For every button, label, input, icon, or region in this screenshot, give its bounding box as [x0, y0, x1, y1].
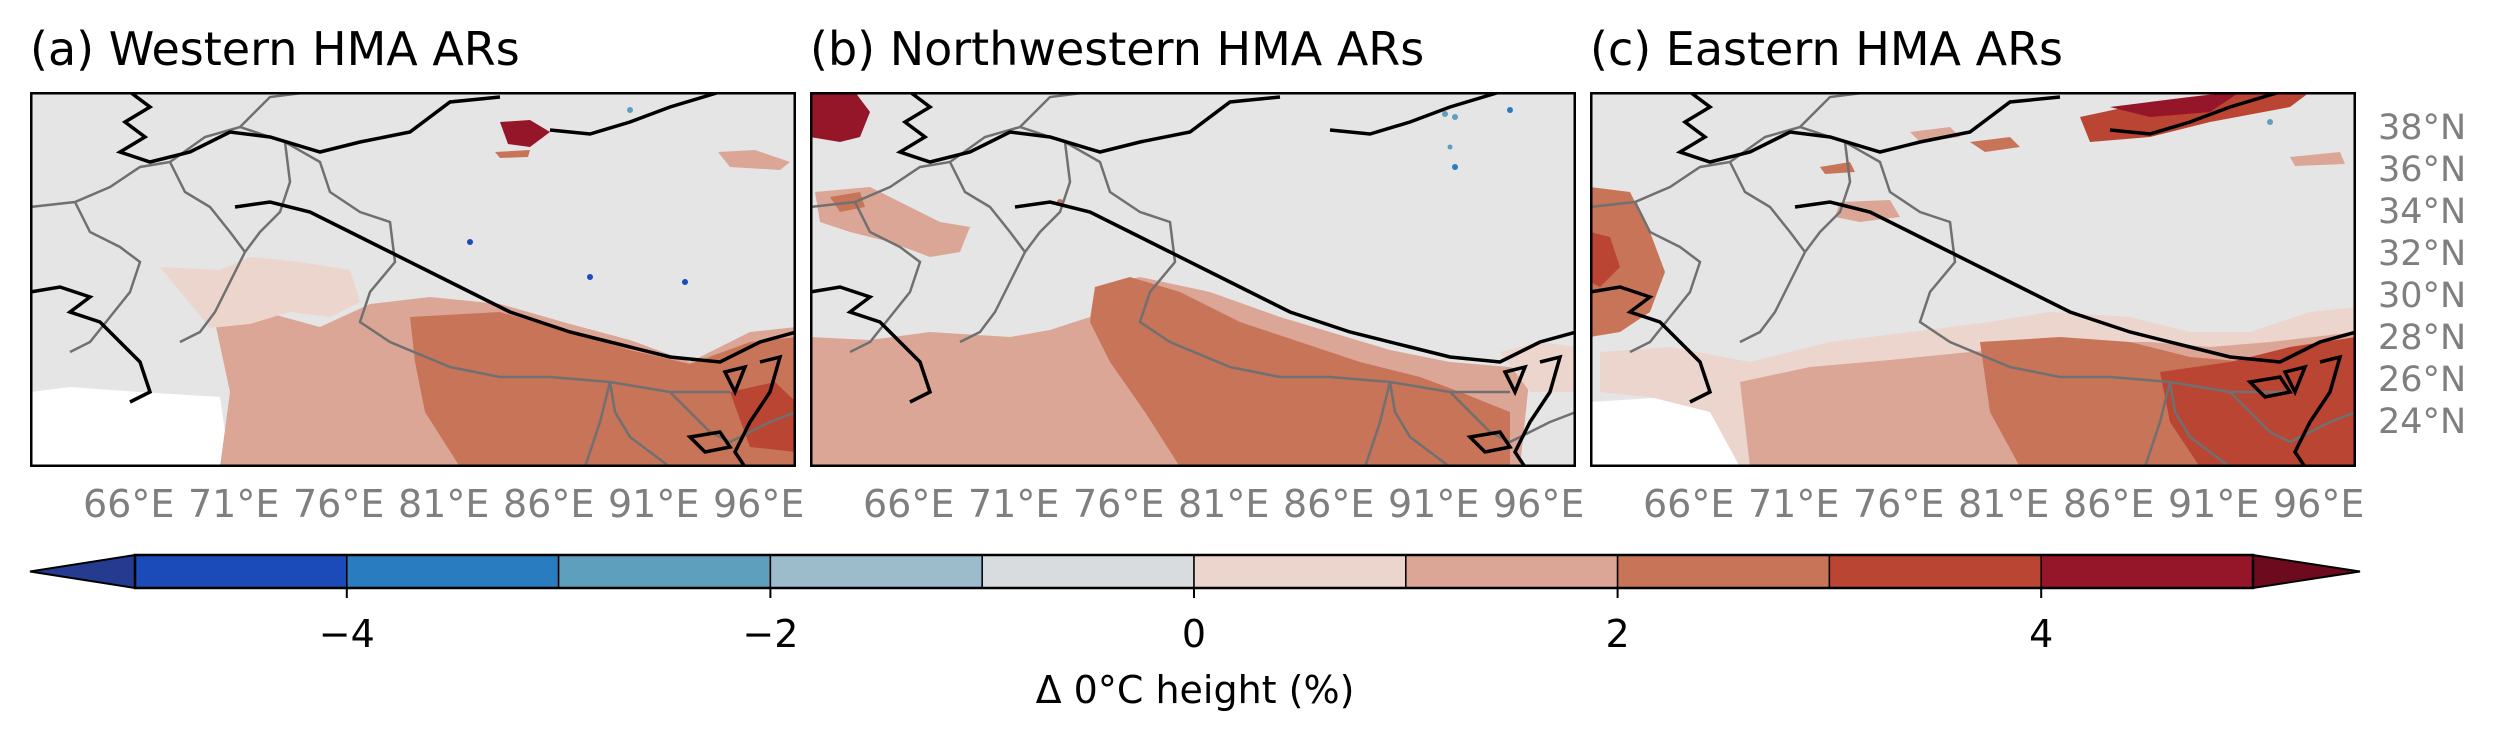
colorbar-svg	[29, 553, 2361, 598]
panel-title-a: (a) Western HMA ARs	[30, 22, 520, 76]
anomaly-4plus	[2110, 92, 2240, 117]
lat-tick-label: 34°N	[2378, 192, 2467, 232]
lon-tick-label: 96°E	[713, 482, 805, 526]
lat-tick-label: 32°N	[2378, 234, 2467, 274]
country-borders	[810, 92, 1576, 467]
colorbar-bin	[981, 554, 1195, 589]
anomaly-4plus	[810, 92, 870, 142]
lon-tick-label: 96°E	[2273, 482, 2365, 526]
panel-title-c: (c) Eastern HMA ARs	[1590, 22, 2064, 76]
map-a-svg	[30, 92, 796, 467]
map-frame	[1590, 92, 2356, 467]
map-frame	[30, 92, 796, 467]
anomaly-neg	[587, 274, 593, 280]
colorbar-tick-label: 4	[2029, 612, 2054, 656]
lon-tick-label: 81°E	[1178, 482, 1270, 526]
anomaly-2to3-mid	[1970, 137, 2020, 152]
coastlines	[30, 92, 796, 467]
lon-tick-label: 66°E	[1643, 482, 1735, 526]
lat-tick-label: 28°N	[2378, 318, 2467, 358]
lon-tick-label: 66°E	[83, 482, 175, 526]
lon-tick-label: 86°E	[1283, 482, 1375, 526]
map-frame	[810, 92, 1576, 467]
lon-tick-label: 81°E	[398, 482, 490, 526]
lon-tick-label: 76°E	[1853, 482, 1945, 526]
lon-tick-label: 86°E	[503, 482, 595, 526]
colorbar	[0, 550, 2510, 600]
map-panel-c	[1590, 92, 2356, 467]
map-panel-a	[30, 92, 796, 467]
anomaly-2to3	[410, 312, 796, 467]
lon-tick-label: 76°E	[1073, 482, 1165, 526]
colorbar-bin	[1828, 554, 2042, 589]
colorbar-bin	[346, 554, 560, 589]
map-panel-b	[810, 92, 1576, 467]
lat-tick-label: 30°N	[2378, 276, 2467, 316]
anomaly-1to2-north	[718, 150, 790, 170]
anomaly-2to3-mid2	[1820, 162, 1855, 174]
lon-tick-label: 91°E	[608, 482, 700, 526]
colorbar-extend-low	[29, 553, 136, 590]
lon-tick-label: 81°E	[1958, 482, 2050, 526]
colorbar-bin	[1405, 554, 1619, 589]
map-b-svg	[810, 92, 1576, 467]
anomaly-0to1	[160, 257, 360, 328]
anomaly-neg	[467, 239, 473, 245]
coastlines	[1590, 92, 2356, 467]
anomaly-neg	[627, 107, 633, 113]
no-data-region	[1590, 397, 1740, 467]
anomaly-neg	[682, 279, 688, 285]
lon-tick-label: 71°E	[1748, 482, 1840, 526]
lat-tick-label: 24°N	[2378, 402, 2467, 442]
anomaly-2to3-north	[495, 150, 530, 158]
lon-tick-label: 96°E	[1493, 482, 1585, 526]
colorbar-tick-label: −4	[318, 612, 375, 656]
colorbar-bin	[2040, 554, 2254, 589]
anomaly-2to3	[1090, 277, 1510, 467]
colorbar-title: Δ 0°C height (%)	[1035, 668, 1355, 712]
colorbar-bin	[1616, 554, 1831, 589]
lon-tick-label: 91°E	[1388, 482, 1480, 526]
anomaly-1to2-ne	[2290, 152, 2345, 166]
colorbar-bin	[557, 554, 772, 589]
colorbar-tick-label: −2	[742, 612, 799, 656]
lat-tick-label: 36°N	[2378, 150, 2467, 190]
colorbar-bin	[1193, 554, 1407, 589]
colorbar-tick-label: 2	[1605, 612, 1630, 656]
anomaly-3to4-west	[1590, 232, 1620, 287]
anomaly-0to1	[1500, 342, 1576, 392]
no-data-region	[30, 387, 230, 467]
lon-tick-label: 76°E	[293, 482, 385, 526]
country-borders	[1590, 92, 2356, 467]
colorbar-bin	[134, 554, 348, 589]
anomaly-4plus	[500, 120, 550, 147]
panel-title-b: (b) Northwestern HMA ARs	[810, 22, 1425, 76]
lon-tick-label: 66°E	[863, 482, 955, 526]
lat-tick-label: 38°N	[2378, 108, 2467, 148]
map-c-svg	[1590, 92, 2356, 467]
lon-tick-label: 71°E	[188, 482, 280, 526]
lon-tick-label: 91°E	[2168, 482, 2260, 526]
lon-tick-label: 86°E	[2063, 482, 2155, 526]
coastlines	[810, 92, 1576, 467]
lon-tick-label: 71°E	[968, 482, 1060, 526]
lat-tick-label: 26°N	[2378, 360, 2467, 400]
colorbar-bin	[769, 554, 983, 589]
colorbar-tick-label: 0	[1181, 612, 1207, 656]
colorbar-extend-high	[2252, 553, 2361, 590]
anomaly-3to4-north	[2080, 92, 2310, 142]
